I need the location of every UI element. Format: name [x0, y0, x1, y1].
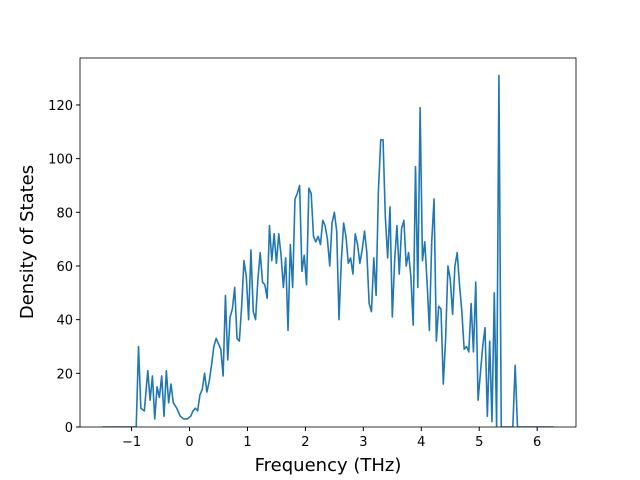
y-tick-label: 120 — [48, 99, 73, 114]
x-axis-label: Frequency (THz) — [255, 455, 402, 476]
x-tick-label: 6 — [533, 435, 541, 450]
y-tick-label: 80 — [56, 206, 73, 221]
x-tick-label: 4 — [417, 435, 425, 450]
y-tick-label: 0 — [65, 421, 73, 436]
y-tick-label: 20 — [56, 367, 73, 382]
x-tick-label: 5 — [475, 435, 483, 450]
y-tick-label: 100 — [48, 153, 73, 168]
y-axis-label: Density of States — [17, 165, 38, 319]
y-tick-label: 60 — [56, 260, 73, 275]
y-tick-label: 40 — [56, 314, 73, 329]
line — [102, 74, 554, 427]
plot-frame — [79, 57, 577, 428]
x-tick-label: 0 — [185, 435, 193, 450]
x-tick-label: 2 — [301, 435, 309, 450]
x-tick-label: 3 — [359, 435, 367, 450]
x-tick-label: −1 — [122, 435, 141, 450]
x-tick-label: 1 — [243, 435, 251, 450]
